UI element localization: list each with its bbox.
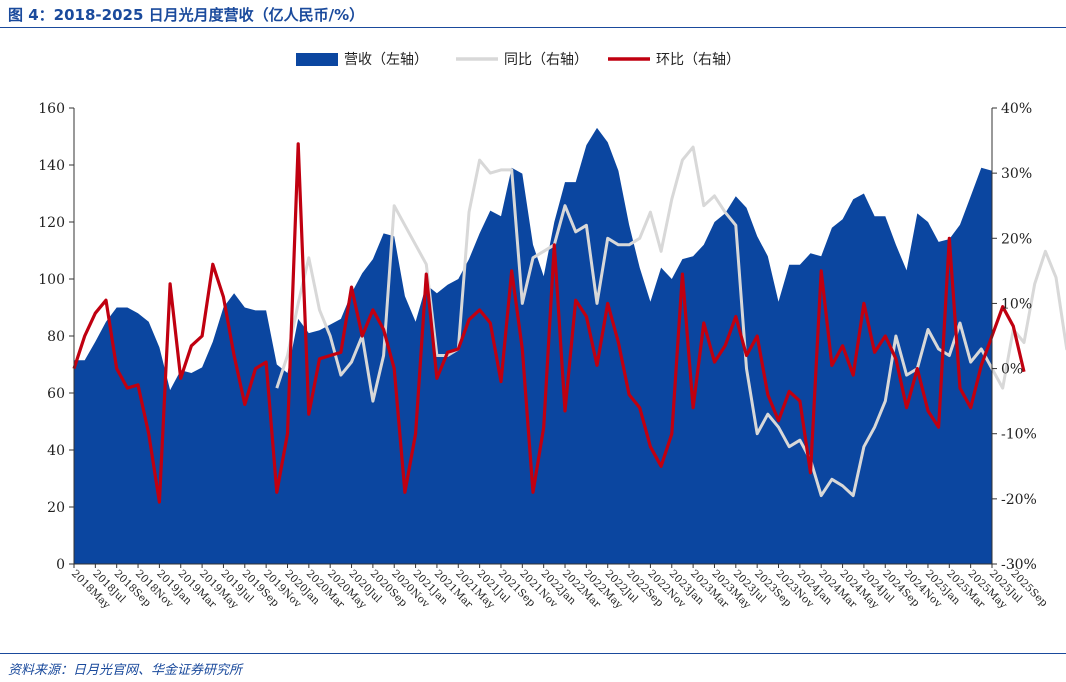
right-tick-label: 0%: [1001, 362, 1023, 378]
legend-label: 环比（右轴）: [656, 52, 740, 68]
right-tick-label: -30%: [1001, 557, 1037, 573]
left-tick-label: 60: [47, 386, 65, 402]
legend-label: 同比（右轴）: [504, 52, 588, 68]
right-tick-label: 20%: [1001, 231, 1032, 247]
right-tick-label: 30%: [1001, 166, 1032, 182]
yoy-line: [275, 145, 1066, 498]
chart-title: 图 4：2018-2025 日月光月度营收（亿人民币/%）: [8, 6, 365, 24]
revenue-area: [74, 127, 992, 565]
right-tick-label: -10%: [1001, 427, 1037, 443]
right-tick-label: 10%: [1001, 296, 1032, 312]
legend-swatch-revenue: [296, 53, 338, 66]
top-rule: [0, 27, 1066, 28]
left-tick-label: 160: [38, 101, 65, 117]
right-tick-label: -20%: [1001, 492, 1037, 508]
left-tick-label: 120: [38, 215, 65, 231]
axes-layer: 0 20 40 60 80 100 120 140 160 -30% -20% -10% 0% 10% 20…: [38, 101, 1050, 611]
left-tick-label: 0: [56, 557, 65, 573]
chart: 营收（左轴） 同比（右轴） 环比（右轴） 0 20 40 60 80 100 120 140 160…: [38, 52, 1066, 611]
legend-label: 营收（左轴）: [344, 52, 428, 68]
source-note: 资料来源：日月光官网、华金证券研究所: [8, 663, 243, 678]
series-layer: [72, 127, 1066, 565]
bottom-rule: [0, 653, 1066, 654]
left-tick-label: 100: [38, 272, 65, 288]
left-tick-label: 140: [38, 158, 65, 174]
left-tick-label: 80: [47, 329, 65, 345]
mom-line: [72, 142, 1026, 504]
right-tick-label: 40%: [1001, 101, 1032, 117]
left-tick-label: 40: [47, 443, 65, 459]
legend: 营收（左轴） 同比（右轴） 环比（右轴）: [296, 52, 740, 68]
left-tick-label: 20: [47, 500, 65, 516]
